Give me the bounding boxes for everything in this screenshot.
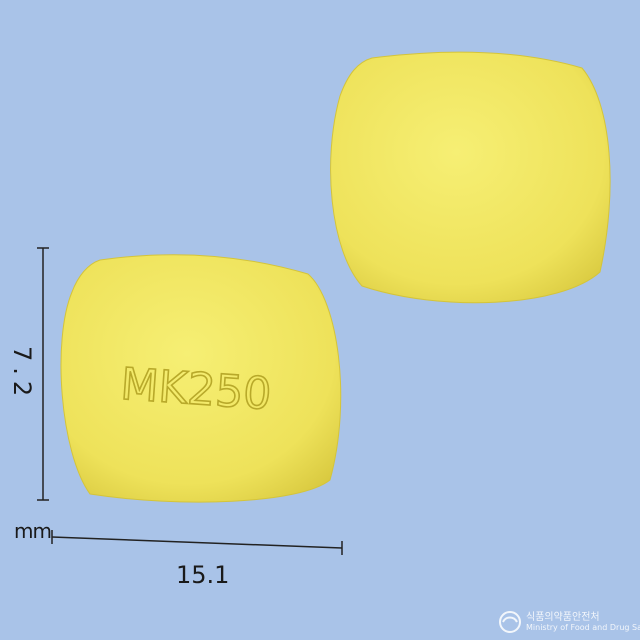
watermark-english: Ministry of Food and Drug Safety — [526, 623, 640, 632]
pill-imprint: MK250 — [119, 359, 273, 420]
height-label: 7.2 — [8, 346, 36, 403]
pill-front — [60, 254, 342, 503]
unit-label: mm — [14, 519, 52, 543]
mfds-watermark: 식품의약품안전처 Ministry of Food and Drug Safet… — [498, 606, 640, 640]
width-dimension-line — [51, 530, 343, 555]
mfds-emblem-icon — [499, 611, 521, 633]
width-label: 15.1 — [176, 561, 230, 589]
watermark-korean: 식품의약품안전처 — [526, 612, 600, 623]
pill-back — [330, 51, 611, 304]
height-dimension-line — [37, 247, 49, 501]
